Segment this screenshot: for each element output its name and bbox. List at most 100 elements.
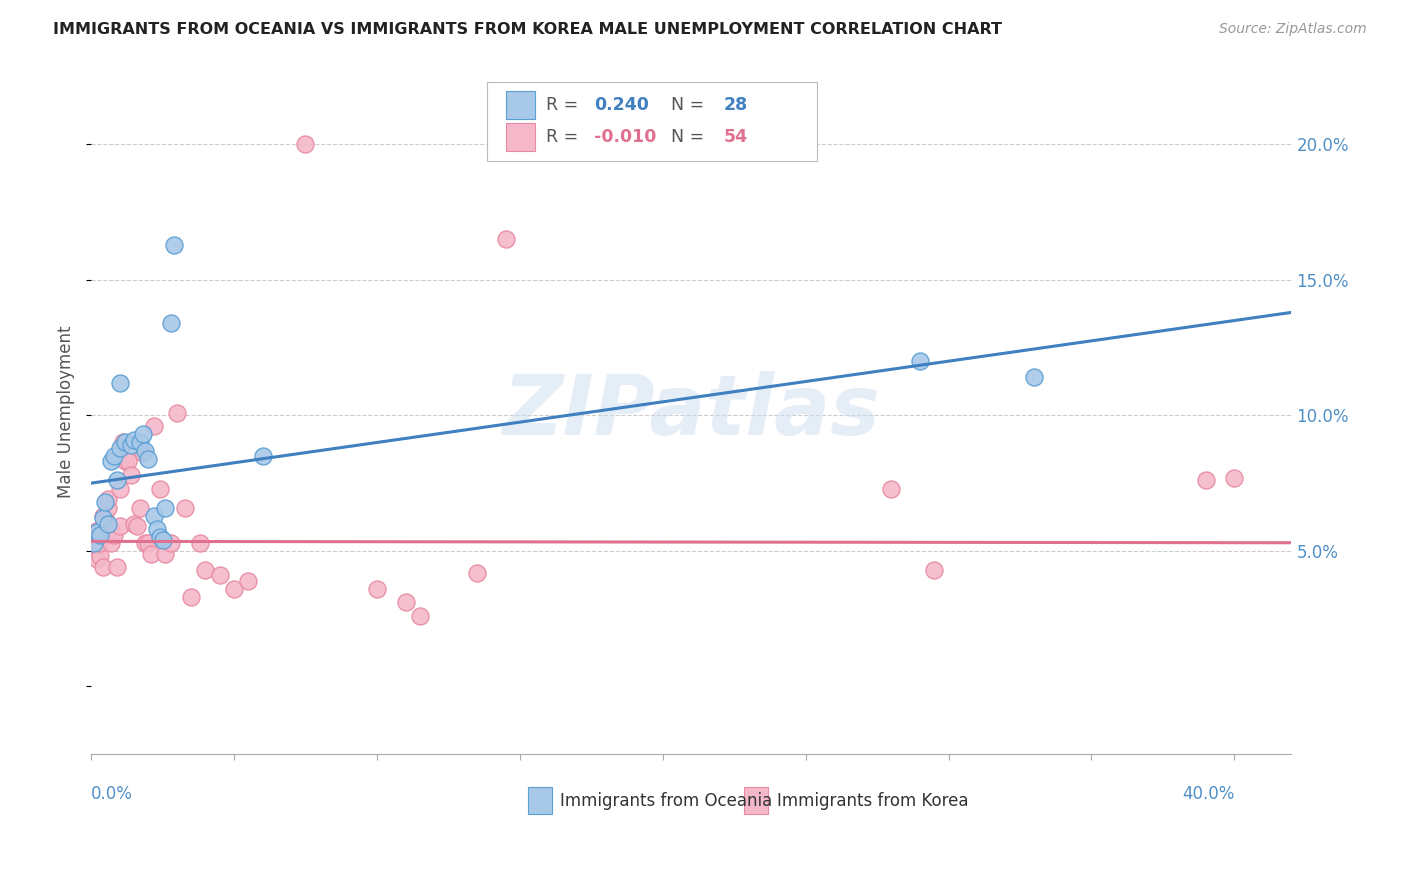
Point (108, 376, 131, 390)
Point (89, 535, 111, 549)
Point (394, 595, 416, 609)
Text: ZIPatlas: ZIPatlas (502, 371, 880, 452)
Y-axis label: Male Unemployment: Male Unemployment (58, 325, 75, 498)
Point (146, 522, 169, 536)
Point (117, 454, 139, 468)
Point (908, 354, 931, 368)
Point (86, 552, 108, 566)
Text: 0.240: 0.240 (595, 95, 650, 114)
Point (1223, 471, 1246, 485)
Point (163, 237, 186, 252)
Text: N =: N = (659, 95, 710, 114)
Point (152, 533, 174, 547)
Point (136, 535, 159, 549)
Point (91, 511, 114, 525)
Point (131, 446, 153, 460)
FancyBboxPatch shape (529, 787, 553, 814)
Point (180, 590, 202, 604)
Point (103, 527, 125, 541)
Point (94, 516, 117, 531)
Text: -0.010: -0.010 (595, 128, 657, 146)
Point (160, 535, 183, 549)
Point (143, 419, 166, 434)
Text: Immigrants from Oceania: Immigrants from Oceania (561, 792, 773, 810)
Point (86, 524, 108, 539)
Point (94, 511, 117, 525)
Text: 54: 54 (724, 128, 748, 146)
Point (149, 530, 172, 544)
Point (94, 527, 117, 541)
Point (83, 535, 105, 549)
Point (83, 524, 105, 539)
Point (97, 492, 120, 507)
Point (155, 500, 177, 515)
Text: 28: 28 (724, 95, 748, 114)
Point (128, 500, 150, 515)
Point (922, 563, 945, 577)
Point (91, 508, 114, 523)
Text: R =: R = (546, 128, 583, 146)
Point (366, 582, 388, 596)
Point (97, 500, 120, 515)
Point (222, 582, 245, 596)
Point (188, 535, 211, 549)
Point (91, 560, 114, 574)
Point (97, 516, 120, 531)
Point (128, 435, 150, 450)
Point (136, 451, 159, 466)
Point (131, 427, 153, 442)
Text: R =: R = (546, 95, 583, 114)
Point (114, 454, 136, 468)
Point (194, 563, 217, 577)
FancyBboxPatch shape (744, 787, 768, 814)
Text: 40.0%: 40.0% (1182, 785, 1234, 803)
Text: IMMIGRANTS FROM OCEANIA VS IMMIGRANTS FROM KOREA MALE UNEMPLOYMENT CORRELATION C: IMMIGRANTS FROM OCEANIA VS IMMIGRANTS FR… (53, 22, 1002, 37)
Point (120, 438, 142, 452)
Point (294, 137, 316, 152)
Text: N =: N = (659, 128, 710, 146)
FancyBboxPatch shape (488, 82, 817, 161)
Point (114, 435, 136, 450)
Point (208, 568, 231, 582)
Point (89, 549, 111, 564)
Point (108, 441, 131, 455)
Point (122, 433, 145, 447)
Point (125, 519, 148, 533)
Point (108, 482, 131, 496)
Point (86, 538, 108, 552)
Point (166, 406, 188, 420)
Point (155, 547, 177, 561)
Point (149, 482, 172, 496)
FancyBboxPatch shape (506, 123, 536, 151)
Point (120, 468, 142, 483)
Point (252, 449, 274, 463)
Point (94, 495, 117, 509)
Point (105, 474, 128, 488)
Point (409, 608, 432, 623)
Point (174, 500, 197, 515)
Point (111, 435, 134, 450)
Point (105, 560, 128, 574)
Point (89, 522, 111, 536)
Text: 0.0%: 0.0% (91, 785, 134, 803)
Point (86, 524, 108, 539)
Point (89, 527, 111, 541)
Point (122, 516, 145, 531)
Point (103, 449, 125, 463)
Point (1024, 370, 1046, 384)
Point (465, 566, 488, 580)
Point (141, 547, 163, 561)
Point (160, 316, 183, 330)
Text: Immigrants from Korea: Immigrants from Korea (776, 792, 967, 810)
Point (83, 535, 105, 549)
Point (880, 482, 903, 496)
Point (495, 232, 517, 246)
Point (134, 535, 156, 549)
FancyBboxPatch shape (506, 91, 536, 119)
Point (143, 508, 166, 523)
Point (108, 519, 131, 533)
Point (100, 522, 122, 536)
Point (100, 454, 122, 468)
Point (238, 574, 260, 588)
Point (134, 443, 156, 458)
